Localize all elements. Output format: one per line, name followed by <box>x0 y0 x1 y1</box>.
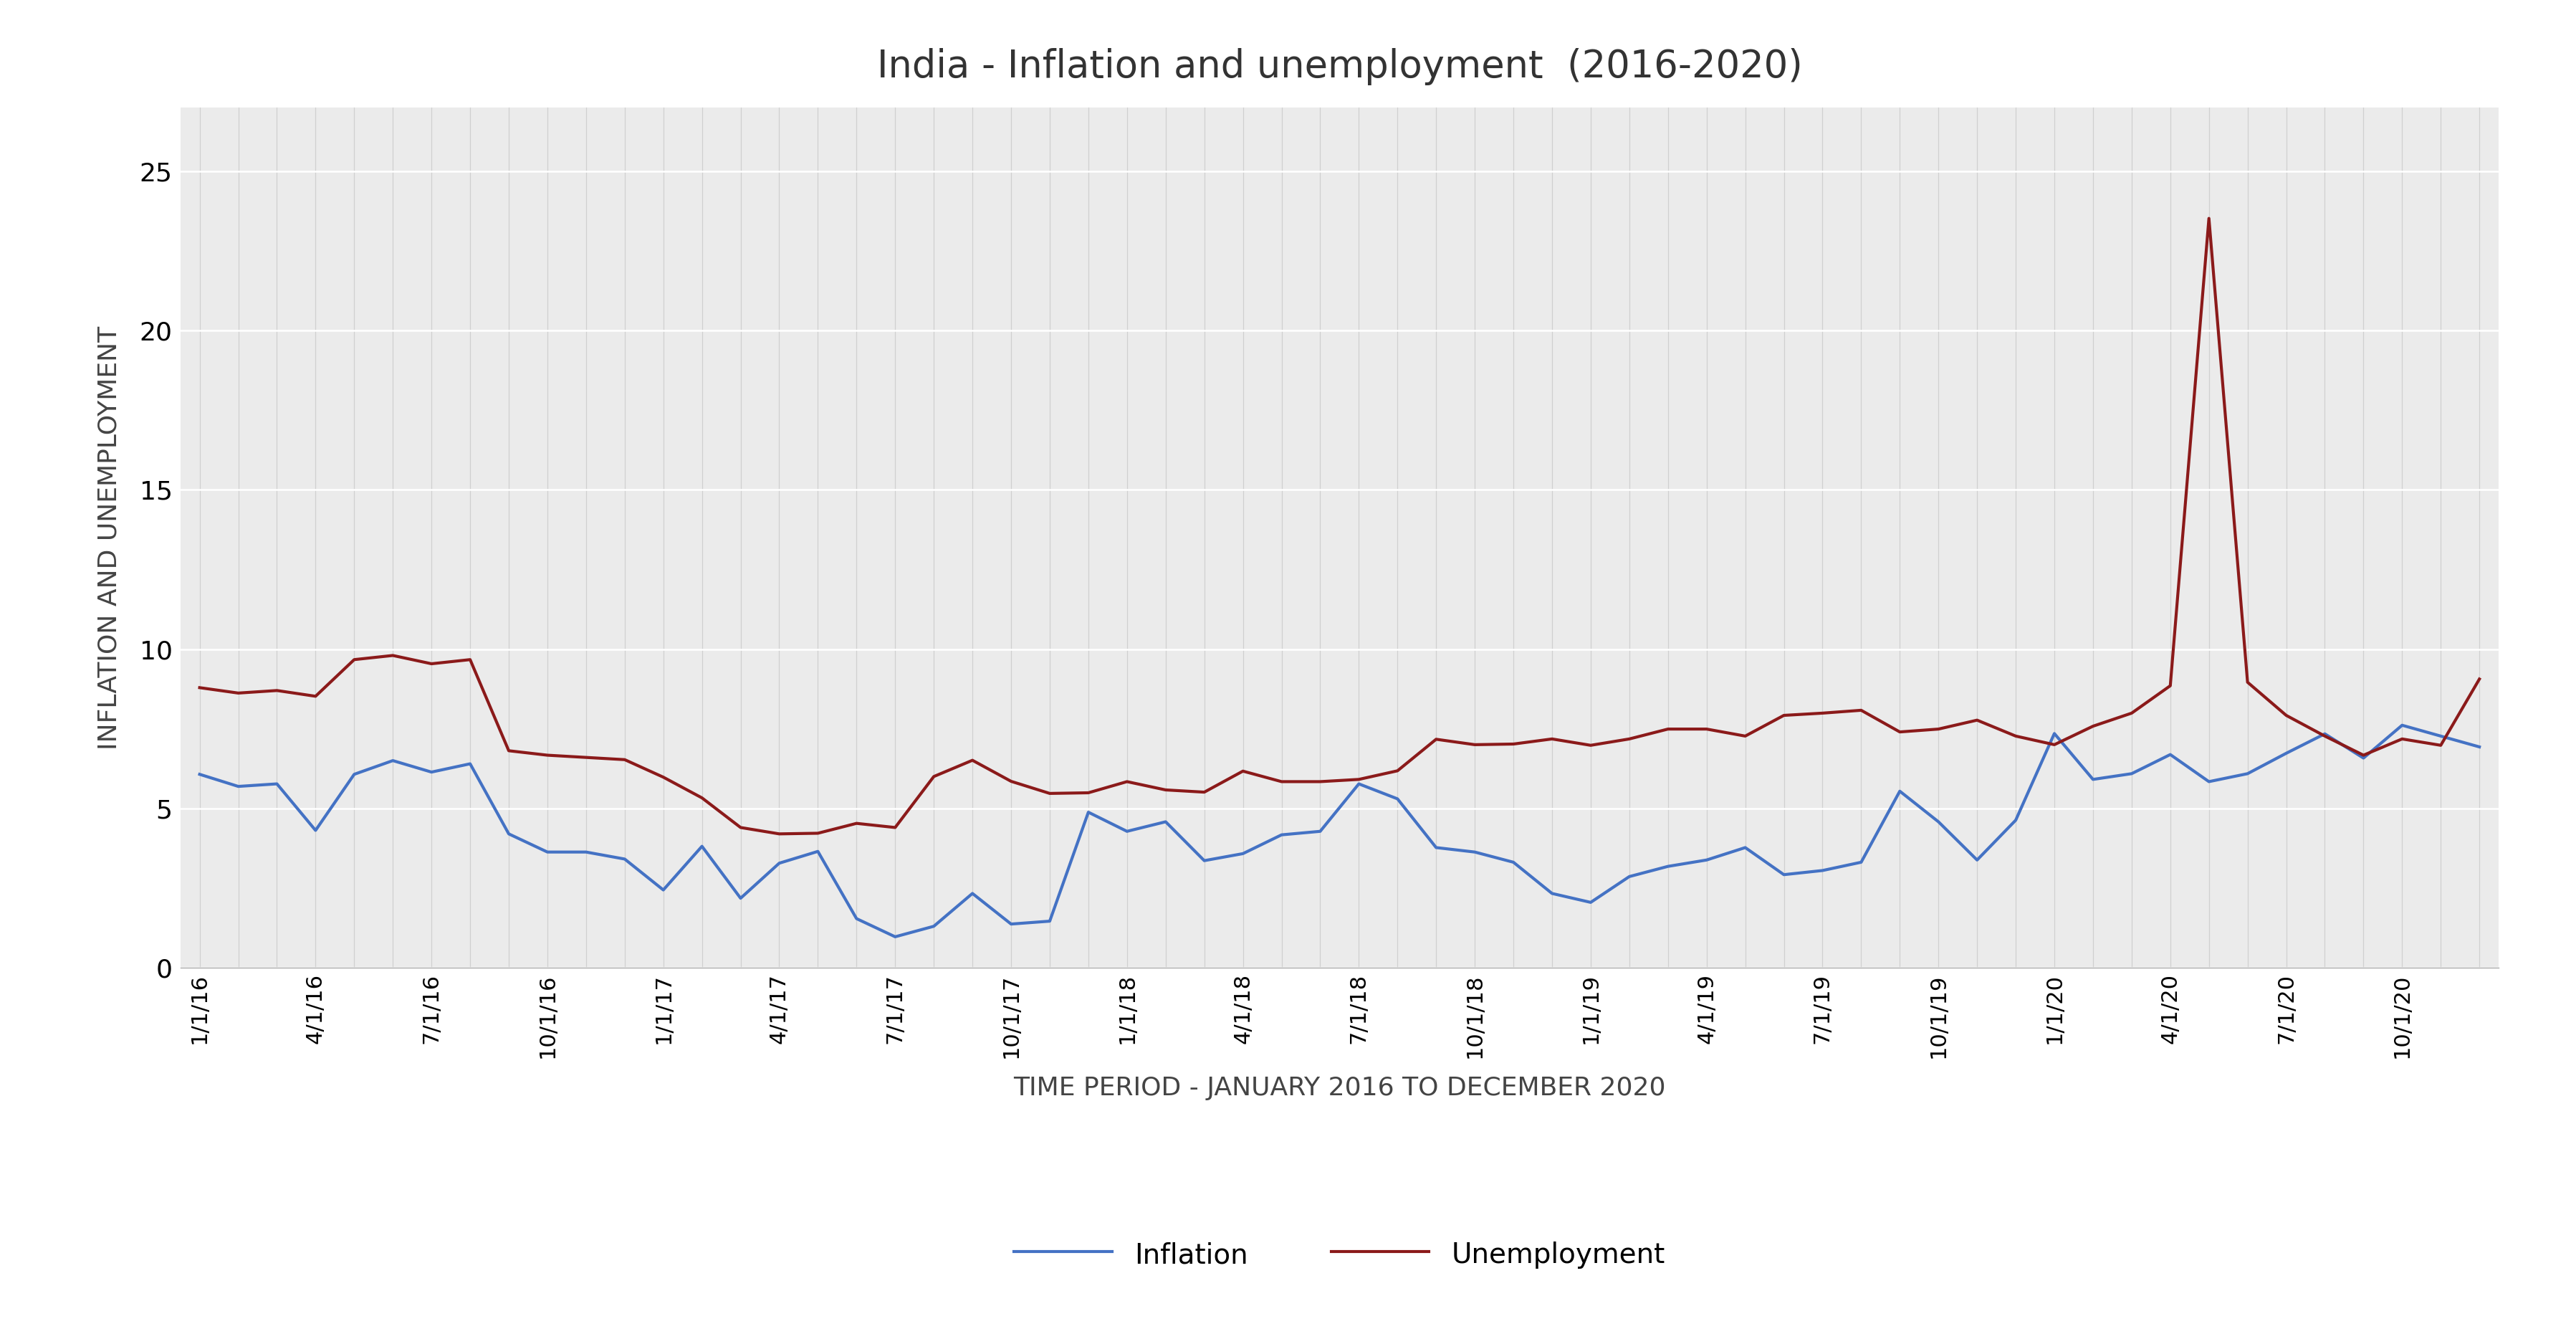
Inflation <box>2385 718 2416 734</box>
Legend: Inflation, Unemployment: Inflation, Unemployment <box>1015 1239 1664 1269</box>
Unemployment <box>762 825 793 841</box>
Unemployment <box>881 820 912 836</box>
Unemployment <box>2463 671 2494 687</box>
Inflation <box>1654 859 1685 875</box>
Inflation <box>2463 739 2494 755</box>
Inflation <box>881 929 912 945</box>
Inflation <box>997 917 1028 933</box>
Unemployment <box>997 773 1028 789</box>
Inflation <box>185 766 216 782</box>
Unemployment <box>1654 720 1685 737</box>
X-axis label: TIME PERIOD - JANUARY 2016 TO DECEMBER 2020: TIME PERIOD - JANUARY 2016 TO DECEMBER 2… <box>1012 1075 1667 1101</box>
Inflation <box>840 910 871 926</box>
Inflation <box>958 886 989 902</box>
Line: Unemployment: Unemployment <box>201 218 2478 833</box>
Inflation <box>569 844 600 860</box>
Unemployment <box>2195 210 2226 226</box>
Unemployment <box>185 680 216 696</box>
Unemployment <box>804 825 835 841</box>
Unemployment <box>958 753 989 769</box>
Title: India - Inflation and unemployment  (2016-2020): India - Inflation and unemployment (2016… <box>876 48 1803 86</box>
Inflation <box>762 855 793 871</box>
Y-axis label: INFLATION AND UNEMPLOYMENT: INFLATION AND UNEMPLOYMENT <box>98 325 121 750</box>
Line: Inflation: Inflation <box>201 726 2478 937</box>
Unemployment <box>569 750 600 766</box>
